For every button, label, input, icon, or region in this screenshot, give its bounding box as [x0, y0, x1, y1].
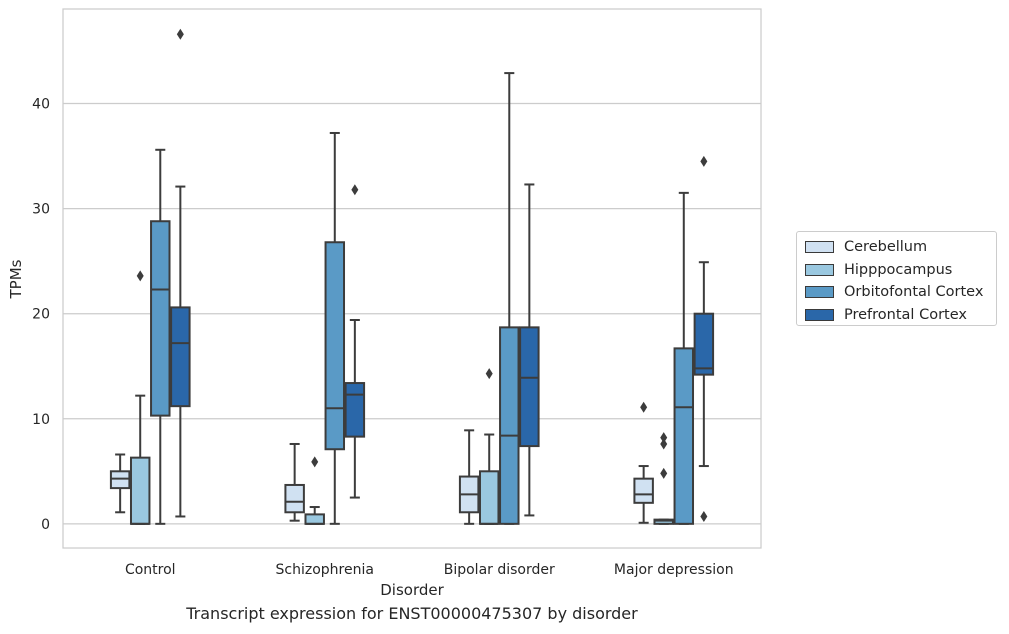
box-iqr — [478, 470, 500, 525]
x-tick-label: Schizophrenia — [276, 562, 374, 578]
box-iqr — [673, 347, 695, 525]
outlier-point — [351, 184, 359, 196]
box-iqr — [304, 513, 325, 525]
y-tick-label: 20 — [32, 307, 50, 323]
box-0-2 — [150, 148, 171, 525]
box-1-3 — [344, 184, 366, 499]
box-2-2 — [499, 72, 520, 525]
legend-swatch-prefrontal-cortex — [805, 308, 834, 321]
outlier-point — [660, 432, 668, 444]
box-iqr — [170, 306, 191, 408]
box-iqr — [129, 456, 151, 525]
legend-label-orbitofrontal-cortex: Orbitofontal Cortex — [844, 284, 984, 301]
box-3-0 — [633, 401, 654, 524]
y-tick-label: 40 — [32, 97, 50, 113]
y-tick-label: 30 — [32, 202, 50, 218]
box-2-1 — [478, 368, 500, 525]
box-iqr — [150, 220, 171, 417]
outlier-point — [311, 456, 319, 468]
tick-labels: 0 10 20 30 40 Control Schizophrenia Bipolar dis… — [32, 97, 733, 578]
legend-item-cerebellum: Cerebellum — [805, 236, 996, 259]
x-axis-label: Disorder — [380, 581, 444, 599]
figure-caption: Transcript expression for ENST0000047530… — [186, 604, 638, 623]
legend-swatch-orbitofrontal-cortex — [805, 286, 834, 299]
plot-frame — [62, 8, 762, 549]
outlier-point — [640, 401, 648, 413]
box-3-1 — [653, 432, 674, 525]
box-3-3 — [693, 155, 715, 522]
outlier-point — [700, 510, 708, 522]
box-iqr — [344, 382, 366, 438]
legend-label-prefrontal-cortex: Prefrontal Cortex — [844, 306, 967, 323]
box-iqr — [653, 518, 674, 525]
legend-swatch-cerebellum — [805, 241, 834, 254]
legend-label-hippocampus: Hipppocampus — [844, 261, 953, 278]
box-iqr — [284, 483, 305, 514]
legend-item-hippocampus: Hipppocampus — [805, 259, 996, 282]
legend-label-cerebellum: Cerebellum — [844, 239, 928, 256]
box-1-0 — [284, 442, 305, 522]
box-2-0 — [458, 429, 480, 525]
legend-item-prefrontal-cortex: Prefrontal Cortex — [805, 304, 996, 327]
box-0-0 — [109, 453, 131, 514]
box-3-2 — [673, 191, 695, 525]
outlier-point — [660, 467, 668, 479]
box-iqr — [633, 477, 654, 504]
x-tick-label: Control — [125, 562, 176, 578]
outlier-point — [660, 438, 668, 450]
outlier-point — [700, 155, 708, 167]
outlier-point — [485, 368, 493, 380]
box-2-3 — [519, 183, 540, 517]
outlier-point — [136, 270, 144, 282]
x-tick-label: Major depression — [614, 562, 734, 578]
box-0-3 — [170, 28, 191, 518]
box-1-2 — [324, 131, 346, 525]
x-tick-label: Bipolar disorder — [444, 562, 555, 578]
y-tick-label: 0 — [41, 517, 50, 533]
y-axis-label: TPMs — [7, 259, 25, 299]
box-iqr — [109, 470, 131, 490]
legend-item-orbitofrontal-cortex: Orbitofontal Cortex — [805, 281, 996, 304]
box-iqr — [324, 241, 346, 451]
boxes — [109, 28, 715, 525]
box-iqr — [519, 326, 540, 448]
outlier-point — [176, 28, 184, 40]
y-tick-label: 10 — [32, 412, 50, 428]
legend: Cerebellum Hipppocampus Orbitofontal Cor… — [796, 231, 997, 326]
box-iqr — [693, 312, 715, 376]
legend-swatch-hippocampus — [805, 263, 834, 276]
box-0-1 — [129, 270, 151, 525]
box-1-1 — [304, 456, 325, 525]
box-iqr — [499, 326, 520, 525]
